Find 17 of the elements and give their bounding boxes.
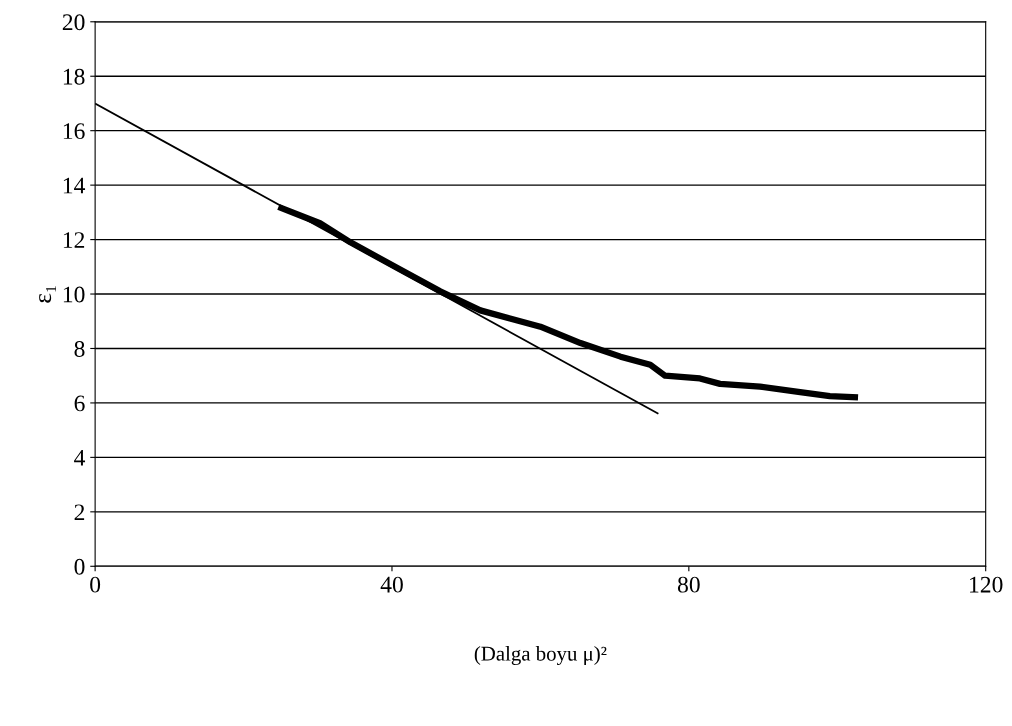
y-tick-label: 10 xyxy=(63,286,85,303)
y-tick-label: 2 xyxy=(74,504,85,521)
y-tick-label: 8 xyxy=(74,340,85,357)
x-axis-title: (Dalga boyu μ)² xyxy=(474,646,607,665)
y-tick-label: 18 xyxy=(63,68,85,85)
x-tick-label: 40 xyxy=(380,576,403,593)
y-tick-label: 20 xyxy=(62,14,85,31)
y-axis-title: ε₁ xyxy=(39,286,56,303)
x-tick-label: 120 xyxy=(970,576,1003,593)
x-tick-label: 0 xyxy=(90,576,101,593)
y-tick-label: 14 xyxy=(63,177,86,194)
y-tick-label: 16 xyxy=(63,123,85,140)
y-tick-label: 4 xyxy=(74,450,86,466)
y-tick-label: 0 xyxy=(74,558,85,575)
y-tick-label: 12 xyxy=(63,232,85,248)
y-tick-label: 6 xyxy=(74,395,85,412)
x-tick-label: 80 xyxy=(677,576,700,593)
